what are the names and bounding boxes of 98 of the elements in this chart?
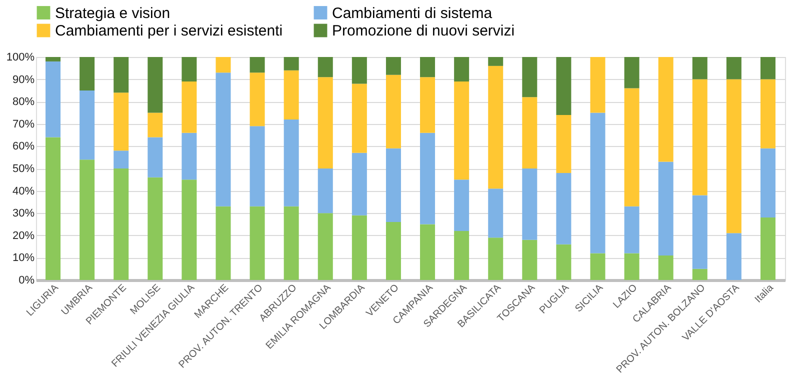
- y-tick-label: 100%: [6, 52, 35, 64]
- bar: [182, 82, 197, 133]
- legend-label: Cambiamenti di sistema: [332, 4, 493, 22]
- bar: [284, 206, 299, 280]
- bar: [556, 57, 572, 115]
- bar: [250, 57, 265, 73]
- bar: [624, 57, 640, 88]
- bar: [250, 72, 265, 126]
- bar: [46, 137, 61, 280]
- bar: [46, 57, 61, 62]
- bar: [658, 162, 674, 256]
- y-tick-label: 40%: [12, 185, 35, 198]
- bar: [352, 84, 367, 153]
- bar: [148, 137, 163, 178]
- bar: [352, 57, 367, 84]
- bar: [522, 168, 538, 240]
- y-tick-label: 50%: [12, 163, 35, 175]
- y-tick-label: 60%: [12, 140, 35, 153]
- y-tick-label: 70%: [12, 118, 35, 130]
- bar: [284, 70, 299, 120]
- bar: [522, 97, 538, 168]
- y-tick-label: 20%: [12, 230, 35, 242]
- bar: [488, 188, 504, 238]
- bar: [182, 132, 197, 180]
- bar: [318, 168, 333, 214]
- bar: [386, 74, 401, 148]
- bar: [318, 213, 333, 280]
- y-tick-label: 10%: [12, 252, 35, 264]
- bar: [352, 215, 367, 280]
- legend-label: Strategia e vision: [55, 4, 170, 22]
- bar: [726, 57, 742, 80]
- bar: [488, 66, 504, 189]
- bar: [590, 253, 606, 280]
- bar: [556, 172, 572, 244]
- bar: [80, 90, 95, 160]
- bar: [454, 230, 470, 280]
- bar: [488, 57, 504, 66]
- bar: [318, 57, 333, 78]
- bar: [522, 57, 538, 98]
- bar: [454, 82, 470, 180]
- bar: [624, 253, 640, 280]
- bar: [624, 206, 640, 254]
- bar: [726, 79, 742, 234]
- bar: [250, 126, 265, 206]
- bar: [114, 92, 129, 151]
- bar: [386, 148, 401, 222]
- bar: [80, 57, 95, 90]
- bar: [454, 180, 470, 231]
- bar: [182, 57, 197, 82]
- bar: [216, 57, 231, 73]
- bar: [420, 77, 436, 133]
- bar: [46, 61, 61, 138]
- y-tick-label: 80%: [12, 96, 35, 108]
- bar: [386, 57, 401, 75]
- bar: [658, 57, 674, 162]
- bar: [80, 160, 95, 280]
- bar: [420, 132, 436, 224]
- bar: [114, 57, 129, 93]
- y-tick-label: 30%: [12, 208, 35, 220]
- y-tick-label: 0%: [18, 274, 35, 286]
- legend-label: Promozione di nuovi servizi: [332, 22, 515, 40]
- bar: [318, 77, 333, 168]
- bar: [420, 57, 436, 78]
- bar: [556, 114, 572, 173]
- bar: [148, 177, 163, 280]
- bar: [216, 206, 231, 280]
- bar: [692, 79, 708, 196]
- y-tick-label: 90%: [12, 74, 35, 86]
- bar: [114, 150, 129, 168]
- bar: [726, 233, 742, 280]
- bar: [386, 222, 401, 280]
- bar: [760, 148, 776, 218]
- bar: [522, 240, 538, 280]
- bar: [760, 218, 776, 280]
- x-tick-label: Italia: [753, 282, 776, 306]
- bar: [284, 119, 299, 206]
- bar: [590, 57, 606, 113]
- bar: [454, 57, 470, 82]
- bar: [148, 57, 163, 113]
- bar: [692, 57, 708, 80]
- bar: [590, 112, 606, 254]
- bar: [148, 112, 163, 138]
- bar: [760, 79, 776, 148]
- bar: [250, 206, 265, 280]
- bar: [658, 255, 674, 280]
- bar: [284, 57, 299, 70]
- legend-label: Cambiamenti per i servizi esistenti: [55, 22, 283, 40]
- bar: [556, 244, 572, 280]
- bar: [114, 168, 129, 280]
- bar: [352, 152, 367, 216]
- bar: [216, 72, 231, 206]
- bar: [488, 238, 504, 280]
- bar: [692, 195, 708, 269]
- bar: [182, 180, 197, 280]
- bar: [624, 88, 640, 206]
- bar: [692, 268, 708, 280]
- bar: [420, 224, 436, 280]
- bar: [760, 57, 776, 80]
